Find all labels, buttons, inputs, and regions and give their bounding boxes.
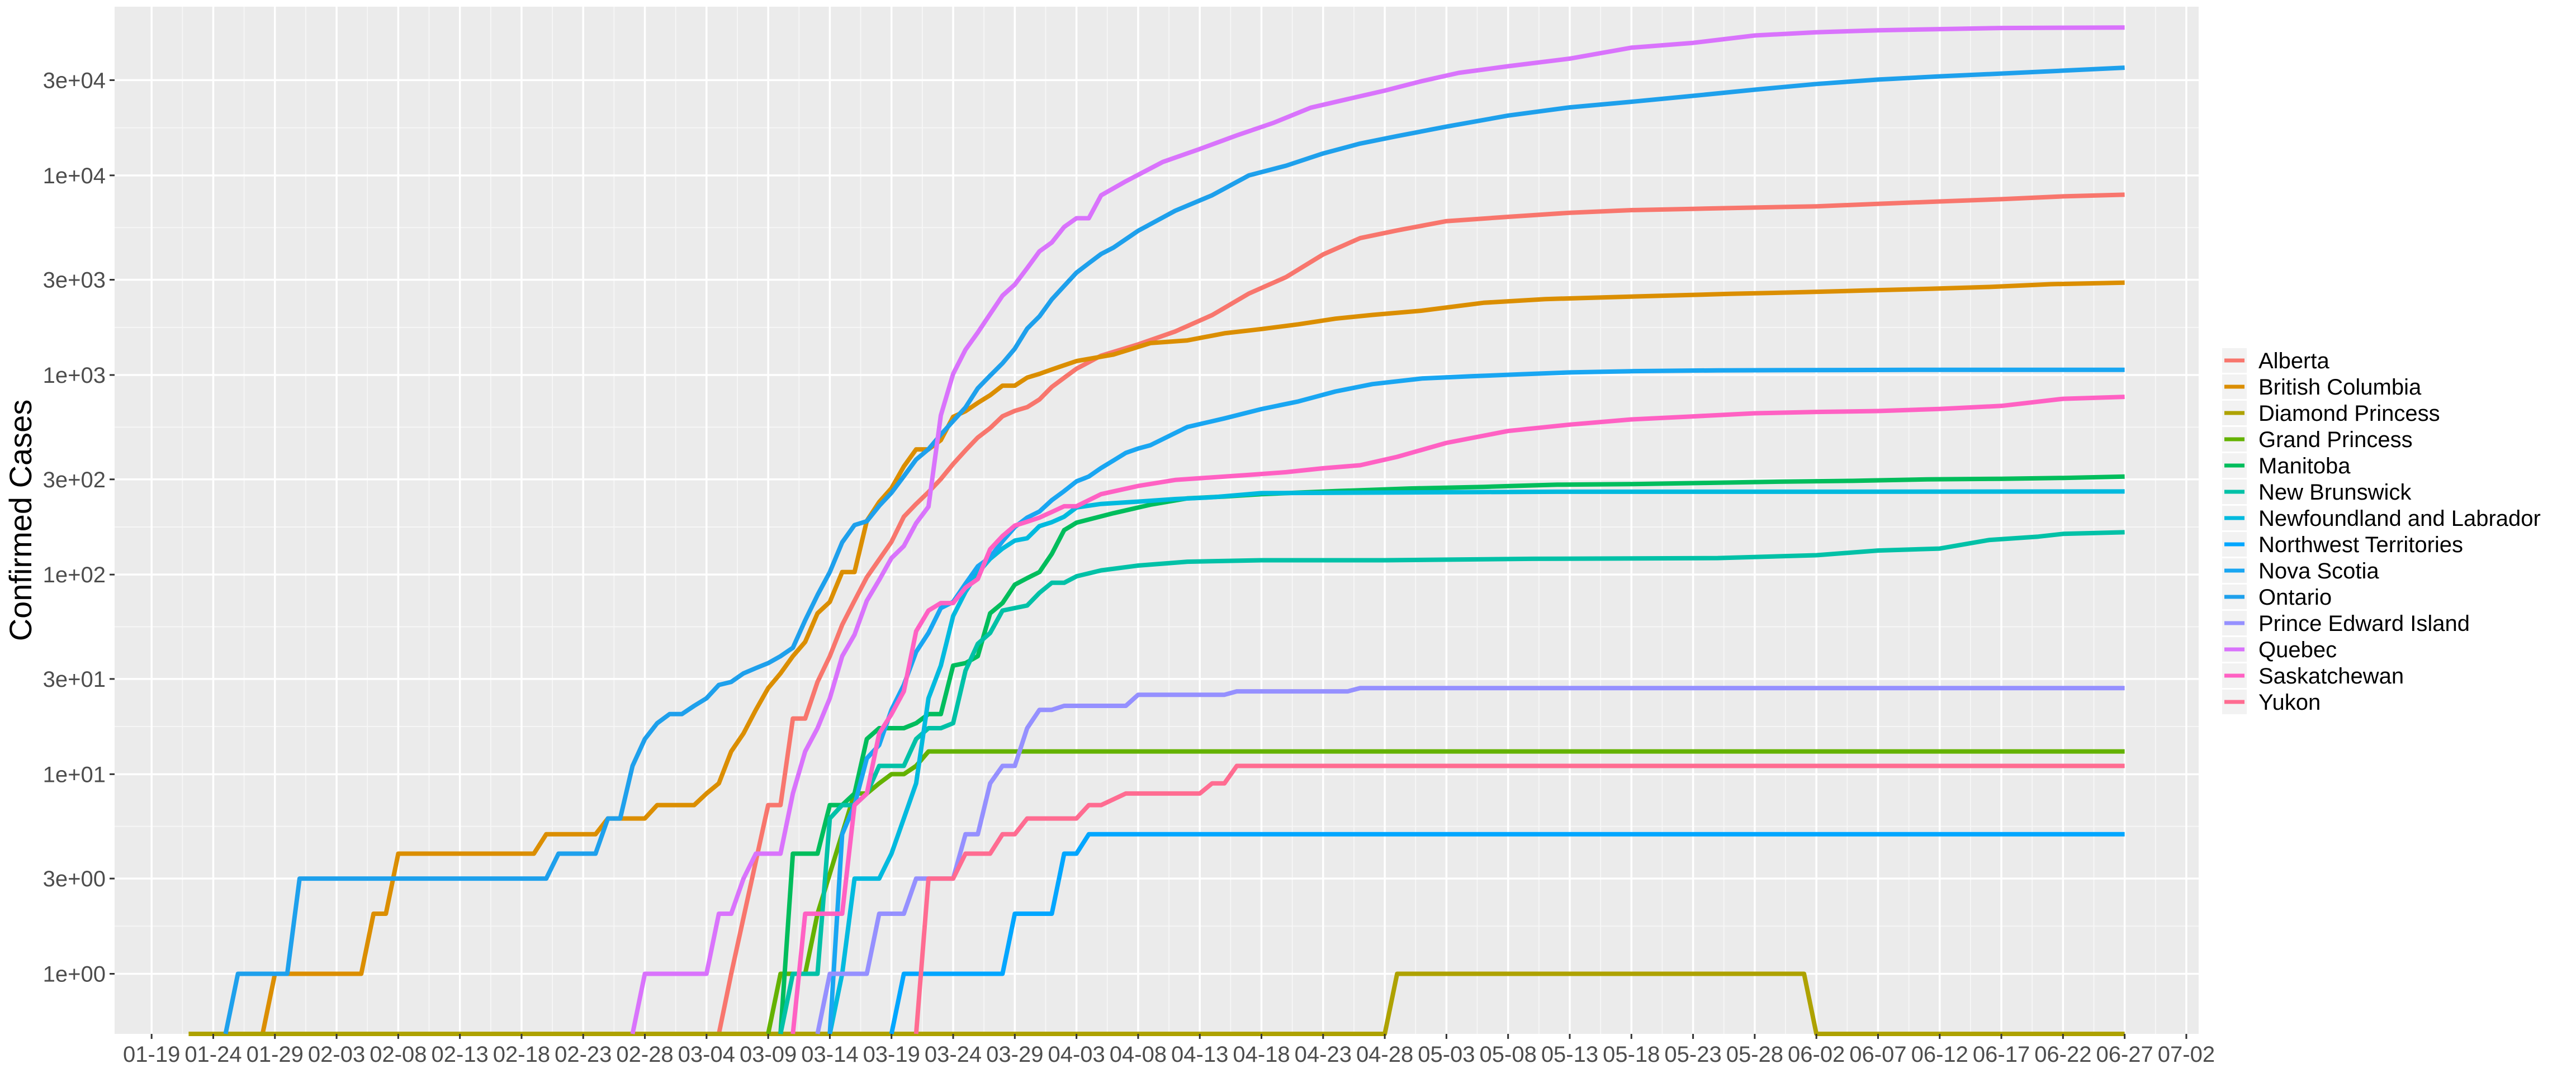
x-tick-label: 03-19 <box>863 1042 920 1067</box>
y-tick-label: 1e+00 <box>43 962 106 986</box>
legend-item: Quebec <box>2222 637 2337 662</box>
legend-item: British Columbia <box>2222 374 2422 400</box>
series-line <box>223 65 2125 1034</box>
x-tick-label: 03-14 <box>801 1042 858 1067</box>
x-tick-label: 06-22 <box>2034 1042 2091 1067</box>
x-tick-label: 02-08 <box>370 1042 427 1067</box>
y-axis: 1e+00 3e+00 1e+01 3e+01 1e+02 3e+02 1e+03 3e+03… <box>43 68 115 986</box>
legend-label: Ontario <box>2258 585 2332 610</box>
legend-item: Prince Edward Island <box>2222 611 2470 636</box>
x-tick-label: 06-07 <box>1849 1042 1906 1067</box>
x-tick-label: 01-19 <box>123 1042 180 1067</box>
x-tick-label: 04-03 <box>1048 1042 1105 1067</box>
legend-label: Grand Princess <box>2258 428 2413 452</box>
plot-panel <box>115 7 2199 1034</box>
minor-gridlines <box>115 7 2199 1034</box>
legend-label: Saskatchewan <box>2258 664 2404 689</box>
series-line <box>716 192 2125 1034</box>
series-line <box>815 686 2125 1034</box>
x-tick-label: 01-29 <box>247 1042 304 1067</box>
legend-item: Manitoba <box>2222 453 2351 478</box>
legend-item: Saskatchewan <box>2222 663 2404 689</box>
y-tick-label: 3e+04 <box>43 68 106 93</box>
x-tick-label: 03-24 <box>925 1042 982 1067</box>
x-tick-label: 05-18 <box>1603 1042 1660 1067</box>
legend-item: Diamond Princess <box>2222 401 2440 426</box>
legend-item: Nova Scotia <box>2222 558 2379 583</box>
x-tick-label: 02-03 <box>308 1042 365 1067</box>
x-tick-label: 07-02 <box>2158 1042 2215 1067</box>
y-tick-label: 1e+04 <box>43 164 106 188</box>
y-tick-label: 1e+03 <box>43 363 106 388</box>
series-line <box>630 25 2125 1034</box>
y-tick-label: 3e+03 <box>43 268 106 293</box>
legend-item: New Brunswick <box>2222 479 2412 505</box>
legend-label: Manitoba <box>2258 454 2351 478</box>
x-tick-label: 03-29 <box>986 1042 1043 1067</box>
x-tick-label: 03-09 <box>740 1042 797 1067</box>
x-tick-label: 05-03 <box>1418 1042 1475 1067</box>
x-tick-label: 04-08 <box>1110 1042 1167 1067</box>
legend-item: Newfoundland and Labrador <box>2222 506 2541 531</box>
x-tick-label: 06-27 <box>2096 1042 2153 1067</box>
y-tick-label: 1e+01 <box>43 762 106 787</box>
legend-label: Newfoundland and Labrador <box>2258 506 2541 531</box>
legend-item: Grand Princess <box>2222 427 2413 452</box>
x-tick-label: 06-12 <box>1911 1042 1968 1067</box>
legend-item: Alberta <box>2222 348 2329 373</box>
legend-item: Northwest Territories <box>2222 532 2463 557</box>
x-tick-label: 02-13 <box>432 1042 489 1067</box>
x-tick-label: 04-18 <box>1233 1042 1290 1067</box>
x-tick-label: 02-28 <box>616 1042 673 1067</box>
legend-item: Ontario <box>2222 585 2332 610</box>
x-tick-label: 06-02 <box>1788 1042 1845 1067</box>
series-line <box>827 367 2125 1034</box>
x-tick-label: 02-23 <box>555 1042 612 1067</box>
legend-label: Nova Scotia <box>2258 559 2379 583</box>
x-axis: 01-19 01-24 01-29 02-03 02-08 02-13 02-18 02-23… <box>123 1034 2215 1067</box>
y-axis-title: Confirmed Cases <box>3 400 38 642</box>
x-tick-label: 05-08 <box>1480 1042 1537 1067</box>
legend-label: Alberta <box>2258 349 2329 373</box>
y-tick-label: 3e+01 <box>43 667 106 692</box>
x-tick-label: 05-23 <box>1664 1042 1721 1067</box>
legend-label: Diamond Princess <box>2258 401 2440 426</box>
x-tick-label: 01-24 <box>184 1042 242 1067</box>
x-tick-label: 04-28 <box>1356 1042 1413 1067</box>
major-gridlines <box>115 7 2199 1034</box>
series-line <box>790 395 2125 1034</box>
y-tick-label: 3e+02 <box>43 468 106 492</box>
legend-label: Northwest Territories <box>2258 533 2463 557</box>
series-lines <box>188 25 2125 1036</box>
series-line <box>913 763 2125 1034</box>
y-tick-label: 3e+00 <box>43 867 106 891</box>
x-tick-label: 05-13 <box>1541 1042 1598 1067</box>
x-tick-label: 03-04 <box>678 1042 735 1067</box>
x-tick-label: 02-18 <box>493 1042 550 1067</box>
legend-label: British Columbia <box>2258 375 2422 400</box>
legend-label: Yukon <box>2258 690 2321 715</box>
x-tick-label: 06-17 <box>1973 1042 2030 1067</box>
legend-item: Yukon <box>2222 690 2321 715</box>
legend-label: New Brunswick <box>2258 480 2412 505</box>
series-line <box>889 832 2125 1034</box>
series-line <box>778 474 2125 1034</box>
x-tick-label: 04-13 <box>1171 1042 1228 1067</box>
y-tick-label: 1e+02 <box>43 563 106 587</box>
series-line <box>827 489 2125 1034</box>
legend-label: Prince Edward Island <box>2258 611 2470 636</box>
x-tick-label: 04-23 <box>1295 1042 1352 1067</box>
x-tick-label: 05-28 <box>1726 1042 1783 1067</box>
series-line <box>188 971 2125 1036</box>
legend-label: Quebec <box>2258 638 2337 662</box>
